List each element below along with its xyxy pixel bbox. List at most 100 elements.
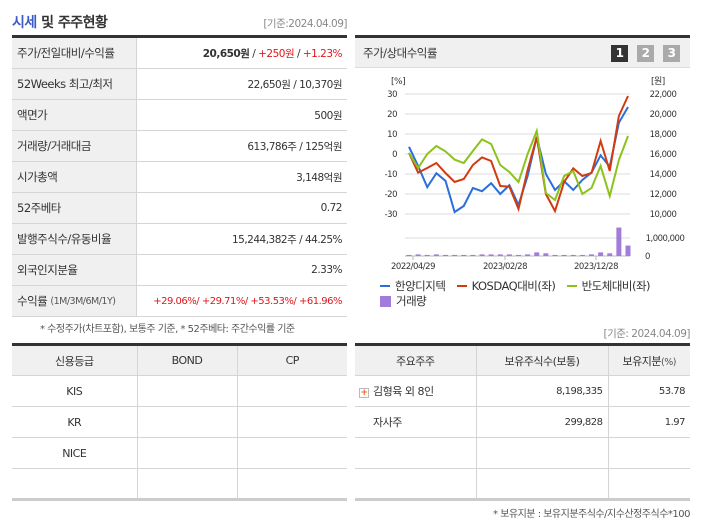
right-tick-label: 16,000 — [650, 150, 677, 160]
col-header: CP — [236, 344, 347, 376]
row-label: 거래량/거래대금 — [12, 131, 137, 161]
right-tick-label: 10,000 — [650, 210, 677, 220]
legend-item: 한양디지텍 — [380, 278, 446, 294]
right-tick-label: 22,000 — [650, 90, 677, 100]
table-row — [355, 468, 690, 500]
bond-cell — [136, 437, 238, 469]
legend-item: 반도체대비(좌) — [566, 278, 651, 294]
footnote: * 보유지분 : 보유지분주식수/지수산정주식수*100 — [493, 509, 690, 520]
empty-cell — [236, 468, 347, 500]
quote-row: 거래량/거래대금 613,786주 / 125억원 — [12, 131, 347, 162]
series-line — [408, 127, 629, 202]
volume-bar — [616, 227, 622, 256]
col-header: 신용등급 — [12, 344, 138, 376]
cp-cell — [236, 437, 347, 469]
return-1m: +29.06% — [153, 295, 197, 307]
empty-cell — [607, 437, 690, 469]
right-tick-label: 14,000 — [650, 170, 677, 180]
left-tick-label: -10 — [385, 170, 397, 180]
legend-swatch — [566, 285, 577, 287]
cp-cell — [236, 406, 347, 438]
chart-panel: 주가/상대수익률 1 2 3 — [355, 35, 690, 311]
empty-cell — [475, 468, 609, 500]
volume-tick-label: 0 — [645, 252, 650, 262]
left-tick-label: -20 — [385, 190, 397, 200]
quote-row: 52Weeks 최고/최저 22,650원 / 10,370원 — [12, 69, 347, 100]
volume-bar — [506, 254, 512, 256]
volume-bar — [625, 245, 631, 256]
quote-table: 주가/전일대비/수익률 20,650원 / +250원 / +1.23% 52We… — [12, 35, 347, 317]
expand-icon[interactable]: + — [359, 388, 369, 398]
quote-row: 수익률 (1M/3M/6M/1Y) +29.06%/ +29.71%/ +53.5… — [12, 286, 347, 317]
legend-label: KOSDAQ대비(좌) — [471, 278, 556, 293]
cp-cell — [236, 375, 347, 407]
holder-name[interactable]: + 김형육 외 8인 — [355, 375, 477, 407]
period-button-2[interactable]: 2 — [637, 45, 654, 62]
sep: / — [294, 47, 303, 60]
legend-item: 거래량 — [380, 294, 427, 309]
row-value: +29.06%/ +29.71%/ +53.53%/ +61.96% — [153, 295, 343, 307]
credit-rating-table: 신용등급 BOND CP KIS KR NICE — [12, 343, 347, 501]
col-header: 보유지분(%) — [607, 344, 690, 376]
empty-cell — [12, 468, 138, 500]
row-label: 액면가 — [12, 100, 137, 130]
agency: KIS — [12, 375, 138, 407]
col-header: 보유주식수(보통) — [475, 344, 609, 376]
note: * 수정주가(차트포함), 보통주 기준, * 52주베타: 주간수익률 기준 — [40, 324, 295, 335]
as-of-date: [기준: 2024.04.09] — [603, 328, 690, 340]
return-1y: +61.96% — [298, 295, 343, 307]
volume-bar — [516, 254, 521, 256]
label-main: 수익률 — [17, 294, 48, 308]
volume-bar — [433, 254, 439, 256]
label-sub: (1M/3M/6M/1Y) — [50, 295, 116, 307]
row-label: 주가/전일대비/수익률 — [12, 38, 137, 68]
left-tick-label: 0 — [392, 150, 397, 160]
change: +250원 — [258, 47, 295, 60]
volume-bar — [561, 254, 567, 256]
volume-bar — [424, 254, 430, 256]
chart-legend: 한양디지텍 KOSDAQ대비(좌) 반도체대비(좌) 거래량 — [380, 276, 700, 311]
legend-swatch — [380, 285, 390, 287]
right-axis-unit: [원] — [651, 76, 665, 87]
volume-bar — [452, 254, 458, 256]
col-header: BOND — [136, 344, 238, 376]
row-value: 500원 — [314, 109, 342, 122]
legend-item: KOSDAQ대비(좌) — [456, 278, 556, 294]
left-axis-unit: [%] — [391, 77, 405, 87]
legend-label: 한양디지텍 — [395, 278, 446, 293]
volume-bar — [470, 254, 476, 256]
series-line — [408, 95, 629, 214]
period-button-3[interactable]: 3 — [663, 45, 680, 62]
row-value: 0.72 — [320, 202, 343, 214]
table-row — [12, 468, 347, 500]
x-tick-label: 2022/04/29 — [391, 262, 435, 272]
legend-label: 반도체대비(좌) — [581, 278, 651, 293]
chart-title: 주가/상대수익률 — [363, 45, 437, 60]
volume-bar — [479, 254, 485, 256]
volume-bar — [443, 254, 448, 256]
quote-row: 시가총액 3,148억원 — [12, 162, 347, 193]
volume-bar — [552, 254, 558, 256]
table-row: KR — [12, 406, 347, 438]
change-pct: +1.23% — [302, 47, 343, 60]
row-value: 20,650원 / +250원 / +1.23% — [137, 46, 347, 61]
row-label: 52주베타 — [12, 193, 137, 223]
left-tick-label: 10 — [387, 130, 397, 140]
stake: 1.97 — [607, 406, 690, 438]
volume-bar — [461, 254, 467, 256]
holder-label: 김형육 외 8인 — [373, 385, 434, 398]
agency: KR — [12, 406, 138, 438]
quote-row: 발행주식수/유동비율 15,244,382주 / 44.25% — [12, 224, 347, 255]
bond-cell — [136, 406, 238, 438]
table-row: + 김형육 외 8인 8,198,335 53.78 — [355, 375, 690, 407]
volume-bar — [534, 252, 540, 256]
price: 20,650원 — [202, 47, 250, 60]
period-button-1[interactable]: 1 — [611, 45, 628, 62]
shares: 8,198,335 — [475, 375, 609, 407]
as-of-date: [기준:2024.04.09] — [263, 18, 347, 30]
volume-bar — [406, 254, 412, 256]
row-value: 2.33% — [311, 264, 342, 276]
legend-swatch — [456, 285, 467, 287]
header-main: 보유지분 — [622, 354, 662, 368]
row-label: 수익률 (1M/3M/6M/1Y) — [12, 286, 137, 316]
